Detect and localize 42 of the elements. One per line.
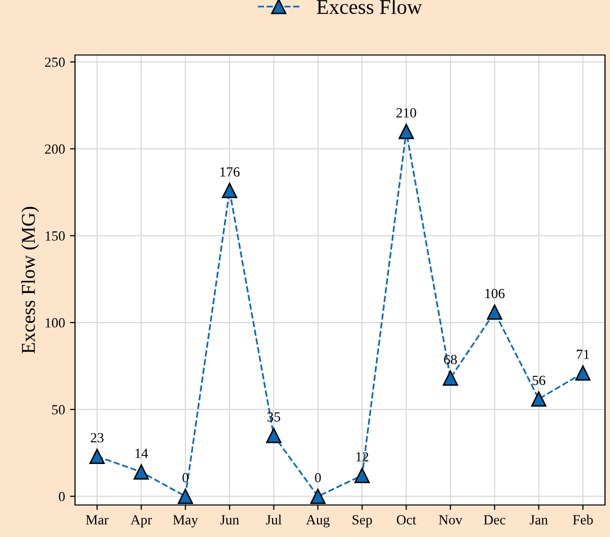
y-axis-title: Excess Flow (MG) [21, 206, 39, 354]
data-label: 14 [136, 448, 148, 458]
y-tick-label: 200 [45, 144, 65, 154]
data-label: 23 [90, 433, 104, 442]
y-tick-label: 150 [46, 231, 65, 241]
x-tick-label: Apr [130, 515, 152, 528]
data-label: 176 [220, 167, 240, 177]
x-tick-label: Jan [530, 515, 548, 524]
y-tick-label: 50 [52, 405, 65, 414]
point [531, 391, 546, 407]
data-label: 210 [396, 108, 416, 118]
x-tick-label: Jun [220, 515, 240, 524]
x-tick-label: Dec [484, 515, 506, 524]
point [89, 448, 105, 464]
y-tick-label: 250 [45, 58, 65, 67]
x-tick-label: Jul [266, 514, 282, 524]
y-tick-label: 100 [46, 318, 65, 328]
point [486, 304, 502, 320]
point [266, 428, 282, 444]
x-tick-label: Oct [396, 515, 416, 524]
point [222, 182, 238, 198]
point [575, 365, 591, 381]
x-tick-label: Aug [306, 515, 330, 528]
y-tick-label: 0 [58, 492, 65, 502]
data-label: 0 [314, 473, 321, 482]
x-tick-label: Nov [438, 515, 462, 524]
x-tick-label: May [173, 515, 198, 528]
point [354, 468, 370, 484]
point [310, 488, 326, 504]
x-tick-label: Sep [352, 515, 372, 528]
data-label: 35 [267, 412, 280, 422]
data-label: 0 [182, 473, 188, 482]
x-tick-label: Mar [86, 515, 109, 524]
point [442, 370, 458, 386]
data-label: 71 [576, 350, 590, 359]
x-tick-label: Feb [572, 514, 593, 524]
data-label: 56 [532, 376, 546, 386]
point [178, 488, 194, 504]
data-label: 106 [485, 288, 505, 298]
point [398, 124, 414, 140]
data-label: 68 [444, 354, 457, 364]
point [134, 464, 149, 480]
